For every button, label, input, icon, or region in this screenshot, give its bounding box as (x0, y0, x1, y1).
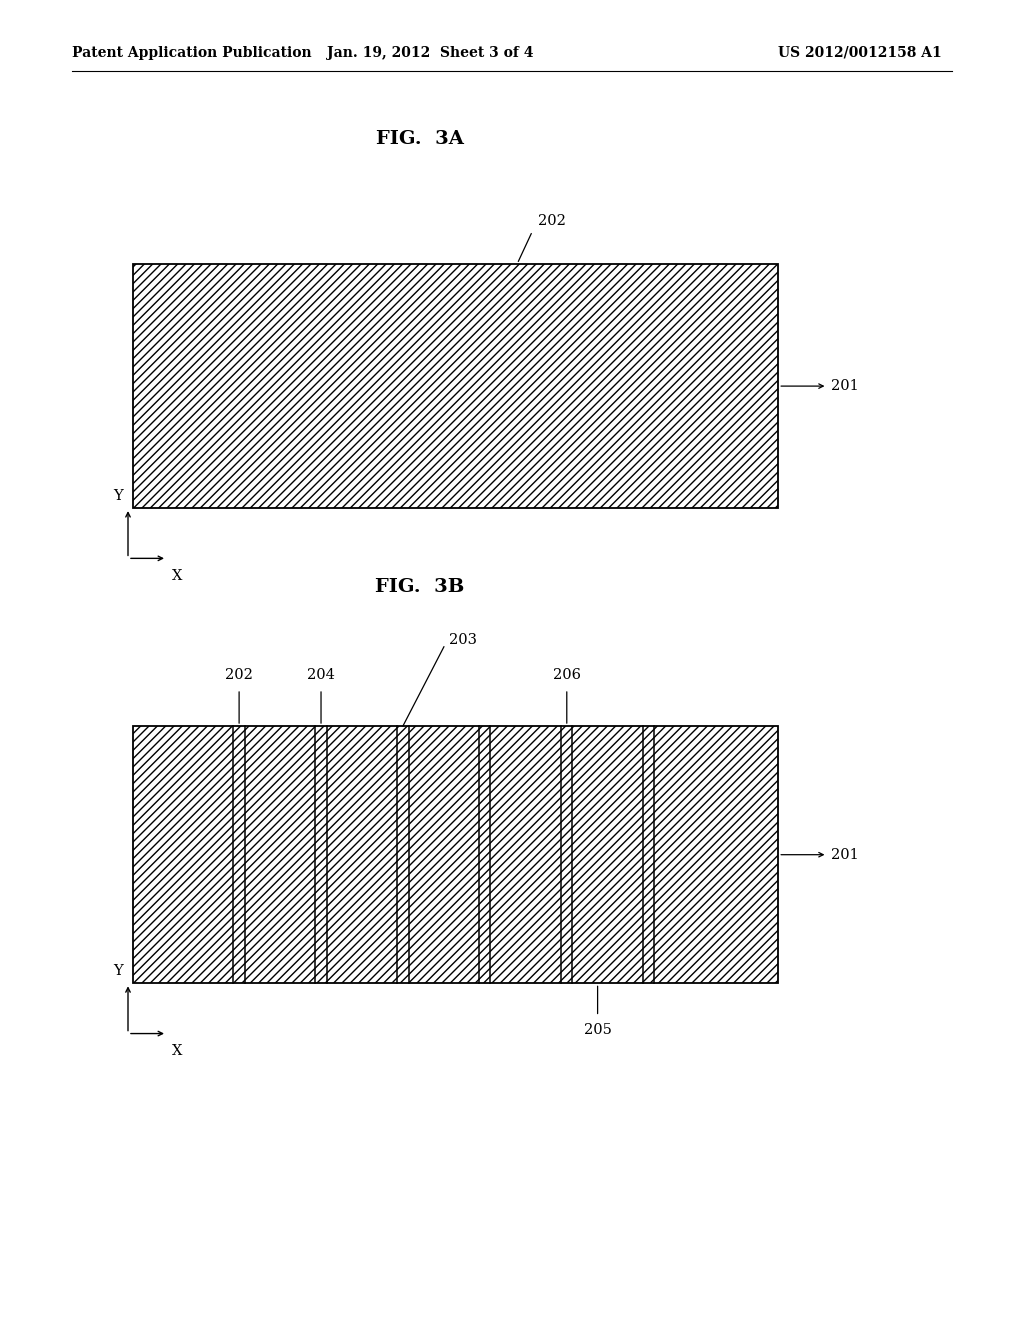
Bar (133, 726, 778, 983)
Text: 206: 206 (553, 668, 581, 682)
Bar (133, 264, 778, 508)
Text: Patent Application Publication: Patent Application Publication (72, 46, 311, 59)
Text: FIG.  3A: FIG. 3A (376, 129, 464, 148)
Text: FIG.  3B: FIG. 3B (375, 578, 465, 597)
Text: 202: 202 (538, 214, 565, 228)
Text: X: X (172, 569, 182, 583)
Text: 203: 203 (449, 632, 477, 647)
Text: 201: 201 (831, 379, 859, 393)
Text: US 2012/0012158 A1: US 2012/0012158 A1 (778, 46, 942, 59)
Text: Y: Y (113, 488, 123, 503)
Text: 205: 205 (584, 1023, 611, 1038)
Text: X: X (172, 1044, 182, 1059)
Text: 202: 202 (225, 668, 253, 682)
Text: 201: 201 (831, 847, 859, 862)
Text: Jan. 19, 2012  Sheet 3 of 4: Jan. 19, 2012 Sheet 3 of 4 (327, 46, 534, 59)
Text: 204: 204 (307, 668, 335, 682)
Text: Y: Y (113, 964, 123, 978)
